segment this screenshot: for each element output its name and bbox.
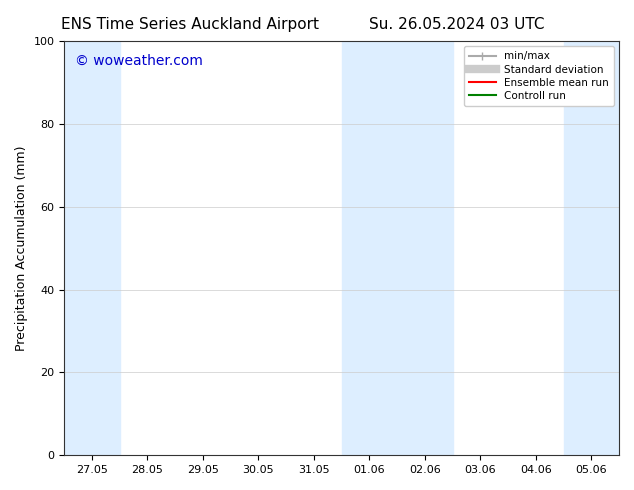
Bar bbox=[64, 41, 120, 455]
Text: Su. 26.05.2024 03 UTC: Su. 26.05.2024 03 UTC bbox=[369, 17, 544, 32]
Text: © woweather.com: © woweather.com bbox=[75, 53, 204, 68]
Legend: min/max, Standard deviation, Ensemble mean run, Controll run: min/max, Standard deviation, Ensemble me… bbox=[464, 46, 614, 106]
Y-axis label: Precipitation Accumulation (mm): Precipitation Accumulation (mm) bbox=[15, 146, 28, 351]
Bar bbox=[342, 41, 453, 455]
Bar bbox=[564, 41, 619, 455]
Text: ENS Time Series Auckland Airport: ENS Time Series Auckland Airport bbox=[61, 17, 319, 32]
